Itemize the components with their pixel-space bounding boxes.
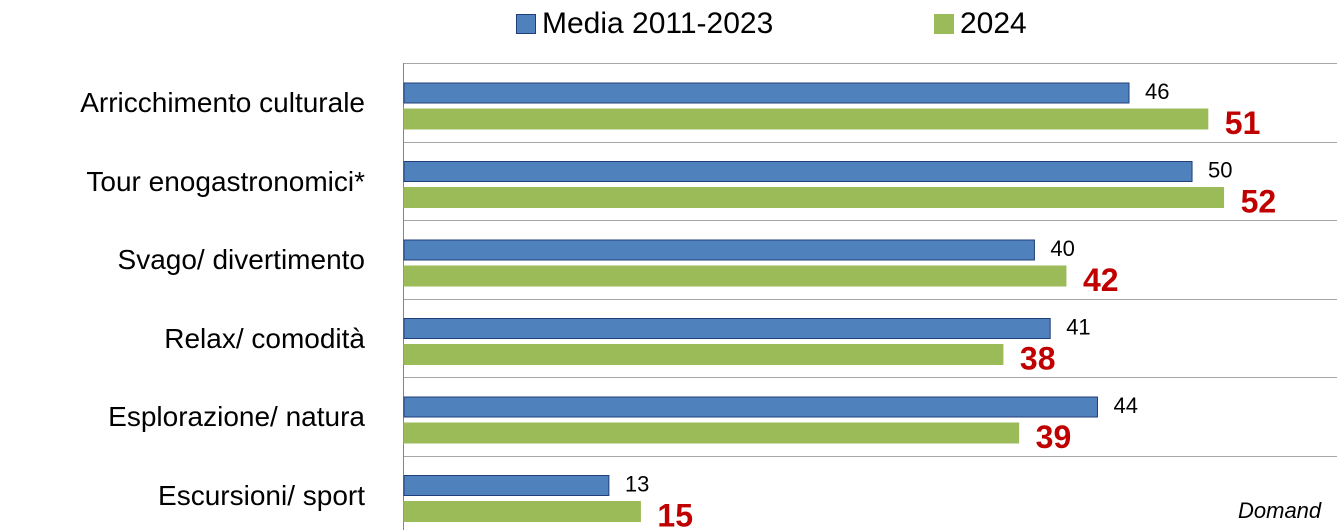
data-label-media: 13 [625,472,649,497]
legend-item-media: Media 2011-2023 [516,6,773,42]
category-label: Relax/ comodità [164,322,365,354]
bar-2024 [403,108,1209,130]
bar-media [403,396,1098,418]
legend-label-media: Media 2011-2023 [542,7,774,40]
legend-label-2024: 2024 [960,7,1027,40]
bar-media [403,475,610,496]
bar-2024 [403,501,641,522]
category-label: Arricchimento culturale [80,87,365,118]
legend-item-2024: 2024 [934,6,1027,42]
bar-2024 [403,265,1067,287]
bar-2024 [403,344,1004,365]
data-label-2024: 15 [657,498,693,530]
category-label: Tour enogastronomici* [86,165,365,197]
legend-swatch-2024 [934,14,954,34]
data-label-2024: 42 [1083,262,1119,298]
footnote: Domand [1238,498,1322,523]
data-label-media: 46 [1145,79,1169,104]
data-label-2024: 51 [1225,105,1261,141]
legend: Media 2011-2023 2024 [0,0,1337,50]
data-label-media: 41 [1066,315,1090,340]
data-label-media: 40 [1050,236,1074,261]
data-label-media: 50 [1208,158,1232,183]
bar-media [403,318,1051,339]
category-label: Esplorazione/ natura [108,401,365,432]
data-label-2024: 39 [1036,419,1072,455]
bar-media [403,239,1035,261]
bar-2024 [403,422,1020,444]
bar-media [403,82,1130,104]
legend-swatch-media [516,14,536,34]
bar-2024 [403,187,1225,208]
data-label-2024: 52 [1241,184,1277,220]
data-label-media: 44 [1113,393,1137,418]
bar-media [403,161,1193,182]
data-label-2024: 38 [1020,341,1056,377]
category-label: Svago/ divertimento [117,244,365,275]
category-label: Escursioni/ sport [158,479,365,511]
